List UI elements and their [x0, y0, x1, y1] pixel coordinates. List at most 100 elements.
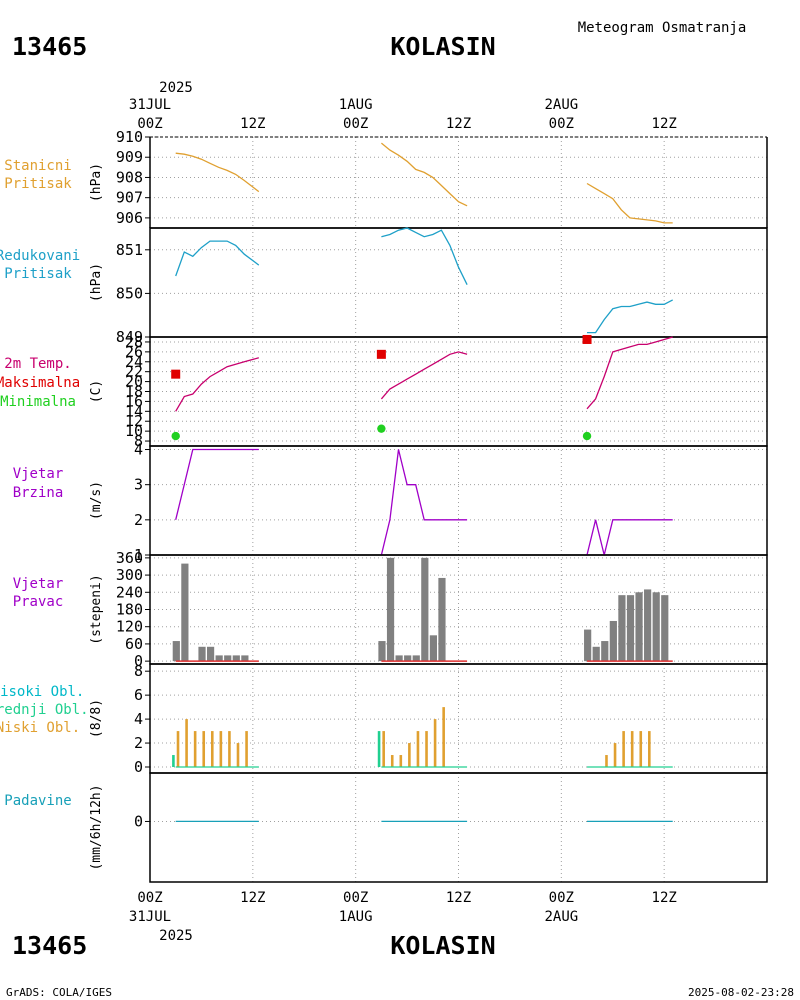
wind-direction-bar: [421, 557, 429, 662]
cloud-low-bar: [408, 743, 411, 768]
y-axis-unit: (hPa): [89, 163, 104, 202]
top-hour-label: 12Z: [446, 116, 471, 132]
wind-direction-bar: [241, 655, 249, 662]
temperature-line-day1: [175, 357, 259, 412]
cloud-mid-bar: [377, 731, 381, 768]
wind-direction-bar: [412, 655, 420, 662]
y-tick-label: 240: [116, 583, 143, 601]
y-axis-unit: (mm/6h/12h): [89, 784, 104, 870]
panel-label: Stanicni: [4, 158, 71, 174]
tmin-marker: [582, 431, 592, 441]
cloud-low-bar: [442, 707, 445, 768]
meteogram-panels: 906907908909910(hPa)StanicniPritisak8498…: [0, 128, 768, 883]
y-tick-label: 908: [116, 168, 143, 186]
footer-timestamp: 2025-08-02-23:28: [688, 986, 794, 999]
y-tick-label: 360: [116, 549, 143, 567]
bottom-hour-label: 12Z: [652, 890, 677, 906]
top-year-label: 2025: [159, 80, 193, 96]
wind-direction-bar: [644, 589, 652, 662]
y-tick-label: 60: [125, 635, 143, 653]
wind-direction-bar: [378, 641, 386, 662]
cloud-low-bar: [176, 731, 180, 768]
reduced_pressure-line-day3: [587, 299, 673, 334]
grads-credit: GrADS: COLA/IGES: [6, 986, 112, 999]
top-date-label: 1AUG: [339, 97, 373, 113]
panel-label: Minimalna: [0, 394, 76, 410]
cloud-low-bar: [613, 743, 617, 768]
wind-direction-bar: [609, 620, 617, 662]
reduced_pressure-line-day1: [175, 240, 260, 277]
station-name-bottom: KOLASIN: [390, 931, 495, 960]
cloud-low-bar: [639, 731, 643, 768]
y-tick-label: 4: [134, 441, 143, 459]
y-tick-label: 907: [116, 189, 143, 207]
cloud-low-bar: [210, 731, 214, 768]
y-axis-unit: (m/s): [89, 481, 104, 520]
station-id-top: 13465: [12, 32, 87, 61]
wind-direction-bar: [181, 563, 189, 662]
wind-direction-bar: [592, 646, 600, 662]
wind-direction-bar: [429, 635, 437, 662]
cloud-low-bar: [399, 755, 403, 768]
station_pressure-line-day3: [586, 182, 673, 224]
y-tick-label: 909: [116, 148, 143, 166]
cloud-low-bar: [433, 719, 437, 768]
panel-label: Brzina: [13, 485, 64, 501]
y-tick-label: 0: [134, 652, 143, 670]
y-tick-label: 6: [134, 686, 143, 704]
cloud-low-bar: [605, 755, 608, 768]
panel-label: Vjetar: [13, 576, 64, 592]
station_pressure-line-day2: [380, 142, 468, 207]
y-axis-unit: (C): [89, 380, 104, 403]
wind_speed-line-day3: [586, 519, 673, 556]
y-tick-label: 851: [116, 241, 143, 259]
panel-reduced_pressure: 849 850 851 (hPa) Redukovani Pritisak: [0, 227, 768, 346]
bottom-hour-label: 00Z: [343, 890, 368, 906]
bottom-year-label: 2025: [159, 928, 193, 944]
wind-direction-bar: [386, 557, 395, 662]
y-tick-label: 1: [134, 546, 143, 564]
wind_speed-line-day2: [380, 449, 468, 556]
top-date-label: 2AUG: [544, 97, 578, 113]
wind-direction-bar: [661, 595, 669, 662]
wind-direction-bar: [404, 655, 412, 662]
cloud-low-bar: [228, 731, 231, 768]
cloud-low-bar: [219, 731, 223, 768]
panel-label: Pritisak: [4, 176, 72, 192]
tmin-marker: [171, 431, 180, 441]
chart-subtitle: Meteogram Osmatranja: [578, 20, 747, 36]
y-tick-label: 0: [134, 812, 143, 830]
wind-direction-bar: [635, 592, 643, 662]
wind-direction-bar: [652, 592, 660, 662]
panel-label: Niski Obl.: [0, 720, 80, 736]
y-tick-label: 10: [125, 422, 143, 440]
tmax-marker: [171, 369, 181, 379]
y-tick-label: 14: [125, 402, 143, 420]
y-tick-label: 18: [125, 383, 143, 401]
cloud-low-bar: [245, 731, 248, 768]
y-tick-label: 12: [125, 412, 143, 430]
cloud-low-bar: [193, 731, 197, 768]
wind-direction-bar: [618, 595, 626, 662]
cloud-low-bar: [185, 719, 188, 768]
top-hour-label: 00Z: [137, 116, 162, 132]
y-tick-label: 22: [125, 363, 143, 381]
panel-station_pressure: 906 907 908 909 910 (hPa) Stanicni Pritisak: [4, 128, 768, 229]
station_pressure-line-day1: [175, 152, 260, 193]
wind-direction-bar: [626, 595, 635, 662]
y-tick-label: 4: [134, 710, 143, 728]
top-hour-label: 12Z: [652, 116, 677, 132]
y-tick-label: 849: [116, 328, 143, 346]
y-tick-label: 16: [125, 392, 143, 410]
y-tick-label: 906: [116, 209, 143, 227]
y-tick-label: 28: [125, 333, 143, 351]
bottom-time-axis: 00Z 31JUL 12Z 00Z 1AUG 12Z 00Z 2AUG 12Z: [129, 890, 677, 925]
panel-label: Srednji Obl.: [0, 702, 89, 718]
y-tick-label: 0: [134, 758, 143, 776]
tmin-marker: [377, 424, 386, 433]
top-date-label: 31JUL: [129, 97, 171, 113]
temperature-line-day3: [586, 336, 673, 410]
y-tick-label: 8: [134, 662, 143, 680]
wind-direction-bar: [206, 646, 215, 662]
y-axis-unit: (stepeni): [89, 574, 104, 644]
